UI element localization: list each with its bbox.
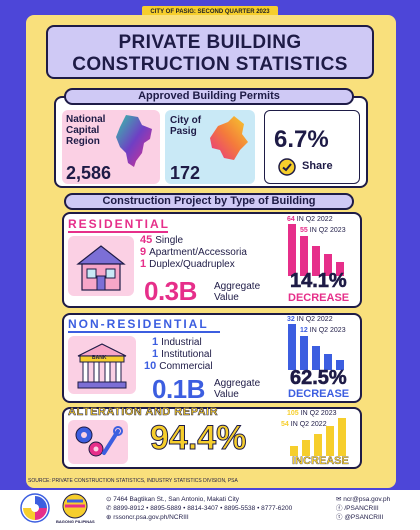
title-line-1: PRIVATE BUILDING <box>118 32 302 53</box>
bank-building-icon <box>77 343 127 389</box>
nonresidential-item-3: 10 Commercial <box>144 360 213 372</box>
footer-phones: ✆ 8899-8912 • 8895-5889 • 8814-3407 • 88… <box>106 505 293 512</box>
ncr-label-1: National <box>66 114 106 125</box>
residential-heading-underline <box>68 231 168 233</box>
nonresidential-bar-5 <box>336 360 344 370</box>
residential-heading: RESIDENTIAL <box>68 217 171 231</box>
share-value: 6.7% <box>274 126 329 153</box>
nonresidential-item-2: 1 Institutional <box>152 348 212 360</box>
nonresidential-item-1: 1 Industrial <box>152 336 202 348</box>
nonresidential-aggregate-value: 0.1B <box>152 374 205 404</box>
facebook-icon: ⓕ <box>336 505 345 512</box>
nonresidential-heading: NON-RESIDENTIAL <box>68 317 209 331</box>
pasig-label-1: City of <box>170 115 202 126</box>
ncr-value: 2,586 <box>66 163 112 183</box>
ncr-box <box>62 110 160 184</box>
residential-aggregate-label-1: Aggregate <box>214 281 261 292</box>
pasig-label-2: Pasig <box>170 126 197 137</box>
nonresidential-bar-1 <box>288 324 296 370</box>
globe-icon: ⊕ <box>106 514 114 521</box>
alteration-top-label: 105 IN Q2 2023 <box>287 410 337 417</box>
nonresidential-heading-underline <box>68 331 220 333</box>
nonresidential-prev-label: 32 IN Q2 2022 <box>287 316 333 323</box>
nonresidential-bar-4 <box>324 354 332 370</box>
house-icon <box>76 245 126 291</box>
footer-address: ⊙ 7464 Bagtikan St., San Antonio, Makati… <box>106 496 240 503</box>
twitter-icon: ⓣ <box>336 514 345 521</box>
residential-item-2: 9 Apartment/Accessoria <box>140 246 247 258</box>
residential-curr-label: 55 IN Q2 2023 <box>300 227 346 234</box>
alteration-percent: 94.4% <box>149 419 247 458</box>
ncr-label-2: Capital <box>66 125 100 136</box>
footer-website[interactable]: ⊕ rssoncr.psa.gov.ph/NCRIII <box>106 514 189 521</box>
nonresidential-curr-label: 12 IN Q2 2023 <box>300 327 346 334</box>
construction-heading: Construction Project by Type of Building <box>64 193 354 210</box>
ncr-label-3: Region <box>66 136 100 147</box>
email-icon: ✉ <box>336 496 344 503</box>
bank-sign-text: BANK <box>92 355 107 361</box>
alteration-heading: ALTERATION AND REPAIR <box>68 406 219 419</box>
alteration-bar-2 <box>302 440 310 456</box>
alteration-change: INCREASE <box>292 455 349 467</box>
nonresidential-bar-3 <box>312 346 320 370</box>
residential-prev-label: 64 IN Q2 2022 <box>287 216 333 223</box>
residential-bar-1 <box>288 224 296 276</box>
footer-email[interactable]: ✉ ncr@psa.gov.ph <box>336 496 391 503</box>
footer-twitter[interactable]: ⓣ @PSANCRIII <box>336 514 384 521</box>
residential-bar-3 <box>312 246 320 276</box>
source-note: SOURCE: PRIVATE CONSTRUCTION STATISTICS,… <box>28 478 238 484</box>
alteration-bar-1 <box>290 446 298 456</box>
nonresidential-aggregate-label-1: Aggregate <box>214 378 261 389</box>
nonresidential-aggregate-label-2: Value <box>214 389 239 400</box>
residential-aggregate-value: 0.3B <box>144 276 197 306</box>
pasig-map-icon <box>210 116 248 160</box>
alteration-bar-3 <box>314 434 322 456</box>
check-icon <box>278 158 296 176</box>
residential-aggregate-label-2: Value <box>214 292 239 303</box>
title-box: PRIVATE BUILDING CONSTRUCTION STATISTICS <box>46 25 374 79</box>
permits-heading: Approved Building Permits <box>64 88 354 105</box>
residential-item-3: 1 Duplex/Quadruplex <box>140 258 235 270</box>
nonresidential-change: DECREASE <box>288 388 350 400</box>
pasig-value: 172 <box>170 163 201 183</box>
phone-icon: ✆ <box>106 505 114 512</box>
nonresidential-percent: 62.5% <box>290 367 347 390</box>
psa-logo <box>20 493 50 523</box>
gears-wrench-icon <box>75 426 123 457</box>
alteration-bottom-label: 54 IN Q2 2022 <box>281 421 327 428</box>
residential-bar-4 <box>324 254 332 276</box>
residential-change: DECREASE <box>288 292 350 304</box>
alteration-bar-5 <box>338 418 346 456</box>
residential-bar-5 <box>336 262 344 276</box>
residential-percent: 14.1% <box>290 270 347 293</box>
alteration-bar-4 <box>326 426 334 456</box>
share-label: Share <box>302 160 333 172</box>
ncr-map-icon <box>116 115 152 167</box>
title-line-2: CONSTRUCTION STATISTICS <box>72 54 348 75</box>
footer-facebook[interactable]: ⓕ /PSANCRIII <box>336 505 379 512</box>
location-icon: ⊙ <box>106 496 114 503</box>
bagong-pilipinas-text: BAGONG PILIPINAS <box>56 519 95 524</box>
residential-item-1: 45 Single <box>140 234 184 246</box>
residential-bar-2 <box>300 236 308 276</box>
bagong-pilipinas-logo <box>62 493 88 519</box>
nonresidential-bar-2 <box>300 336 308 370</box>
